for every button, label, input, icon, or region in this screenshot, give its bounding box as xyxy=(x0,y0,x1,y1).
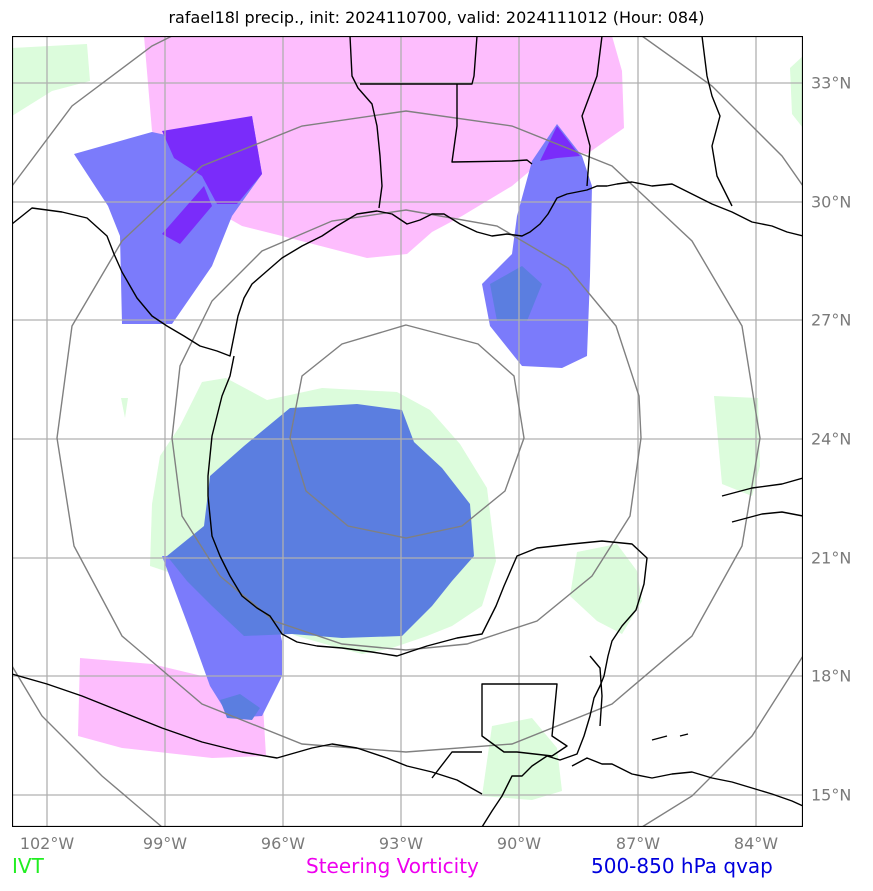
plot-border xyxy=(12,36,803,827)
coastlines xyxy=(12,36,803,827)
lon-label-87: 87°W xyxy=(615,834,661,853)
legend-ivt: IVT xyxy=(12,854,44,878)
lat-label-27: 27°N xyxy=(811,310,852,330)
range-rings xyxy=(12,36,803,827)
qvap-field xyxy=(74,116,592,720)
map-title: rafael18l precip., init: 2024110700, val… xyxy=(168,8,705,27)
lon-label-90: 90°W xyxy=(496,834,542,853)
map-plot xyxy=(12,36,803,827)
lat-label-33: 33°N xyxy=(811,73,852,93)
lon-label-93: 93°W xyxy=(378,834,424,853)
lat-label-24: 24°N xyxy=(811,429,852,449)
lon-label-102: 102°W xyxy=(19,834,75,853)
lat-label-15: 15°N xyxy=(811,785,852,805)
legend-vorticity: Steering Vorticity xyxy=(306,854,479,878)
lat-label-30: 30°N xyxy=(811,192,852,212)
legend-qvap: 500-850 hPa qvap xyxy=(591,854,773,878)
lat-label-21: 21°N xyxy=(811,548,852,568)
lon-label-96: 96°W xyxy=(260,834,306,853)
graticule xyxy=(12,36,803,827)
lon-label-99: 99°W xyxy=(142,834,188,853)
lat-label-18: 18°N xyxy=(811,666,852,686)
lon-label-84: 84°W xyxy=(733,834,779,853)
